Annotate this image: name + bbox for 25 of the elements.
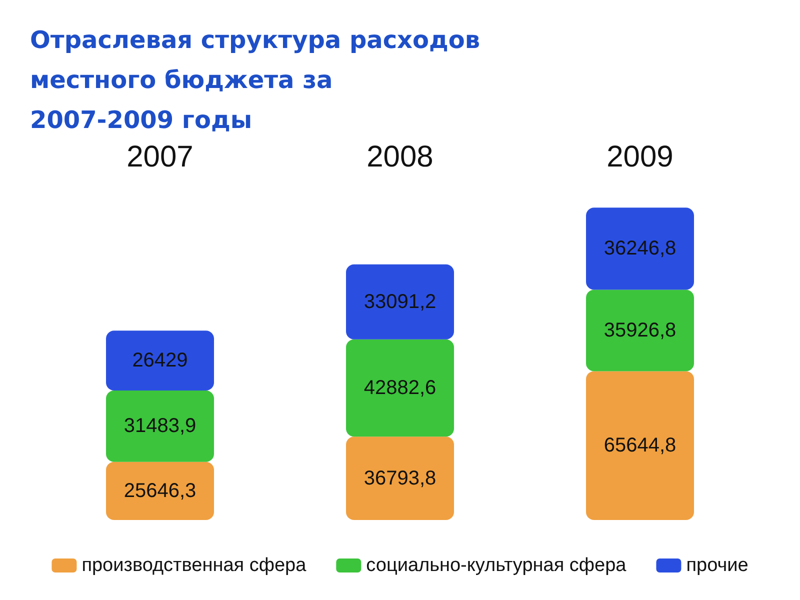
data-label: 33091,2: [364, 290, 436, 313]
bar: [586, 290, 694, 372]
data-label: 26429: [132, 350, 188, 372]
data-label: 65644,8: [604, 434, 676, 457]
bar: [346, 264, 454, 340]
legend-label: прочие: [686, 555, 748, 576]
bar: [346, 436, 454, 520]
data-label: 36246,8: [604, 238, 676, 260]
data-label: 31483,9: [124, 415, 196, 438]
bar: [586, 371, 694, 520]
data-label: 25646,3: [124, 480, 196, 502]
bar: [586, 208, 694, 290]
bar: [106, 390, 214, 462]
x-tick-label: 2007: [126, 140, 194, 174]
bar: [346, 339, 454, 437]
chart-title: Отраслевая структура расходов местного бюджета за 2007-2009 годы: [30, 26, 480, 134]
bar: [106, 462, 214, 520]
data-label: 35926,8: [604, 319, 676, 342]
legend-label: производственная сфера: [82, 555, 307, 576]
x-tick-label: 2009: [606, 140, 674, 174]
bar: [106, 330, 214, 391]
x-tick-label: 2008: [366, 140, 434, 174]
data-label: 42882,6: [364, 377, 436, 399]
legend-label: социально-культурная сфера: [366, 555, 627, 576]
data-label: 36793,8: [364, 467, 436, 490]
